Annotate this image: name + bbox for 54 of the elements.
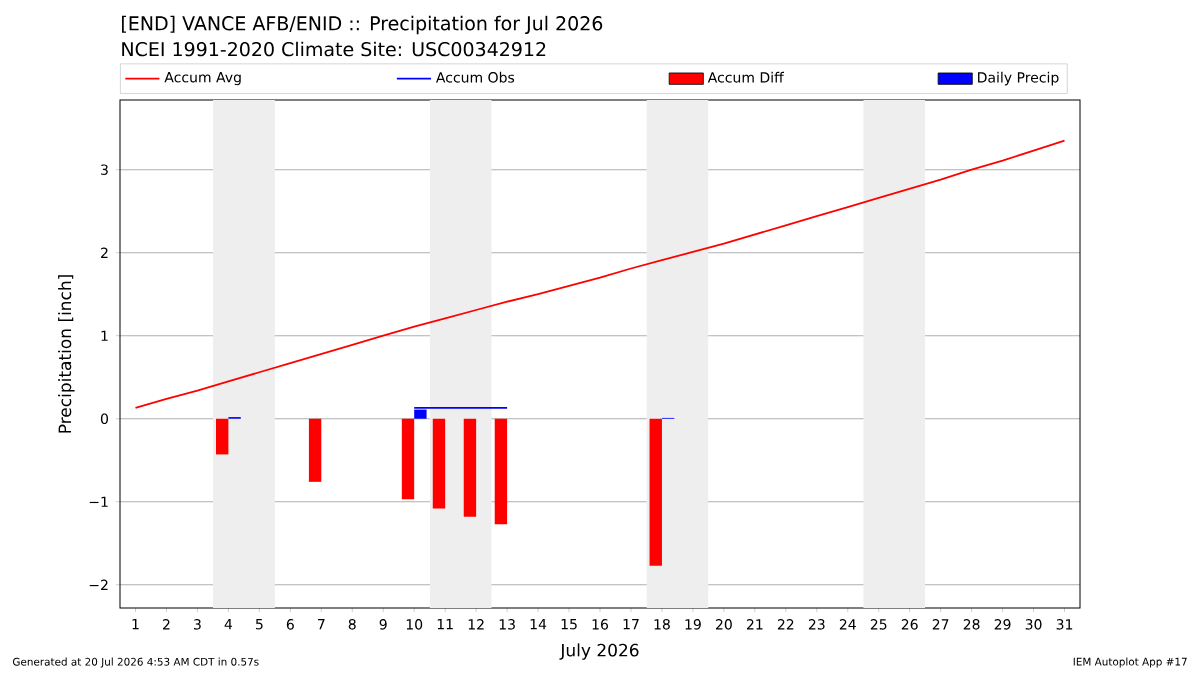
x-tick-label: 15 bbox=[561, 619, 577, 630]
x-tick-label: 29 bbox=[994, 619, 1011, 630]
x-tick-label: 20 bbox=[716, 619, 732, 630]
bar bbox=[432, 418, 446, 509]
text: Generated at 20 Jul 2026 4:53 AM CDT in 0.57s bbox=[13, 657, 259, 668]
y-tick-label: 2 bbox=[101, 247, 108, 258]
x-tick-label: 27 bbox=[932, 619, 949, 630]
x-tick-label: 31 bbox=[1056, 619, 1073, 630]
x-tick-label: 6 bbox=[286, 619, 294, 630]
bar bbox=[494, 418, 508, 525]
x-tick-label: 14 bbox=[530, 619, 547, 630]
x-tick-label: 30 bbox=[1025, 619, 1042, 630]
x-tick-label: 21 bbox=[746, 619, 763, 630]
x-tick-label: 12 bbox=[468, 619, 484, 630]
x-tick-label: 1 bbox=[132, 619, 139, 630]
x-tick-label: 24 bbox=[839, 619, 856, 630]
y-tick-label: 1 bbox=[101, 330, 108, 341]
x-tick-label: 16 bbox=[592, 619, 609, 630]
chart-subtitle: NCEI 1991-2020 Climate Site: USC00342912 bbox=[122, 41, 546, 57]
x-axis-title: July 2026 bbox=[559, 643, 639, 660]
y-tick-label: 3 bbox=[101, 164, 108, 175]
x-tick-label: 18 bbox=[654, 619, 670, 630]
bar bbox=[308, 418, 322, 482]
y-tick-label: −1 bbox=[89, 496, 108, 507]
x-tick-label: 26 bbox=[901, 619, 918, 630]
x-tick-label: 11 bbox=[437, 619, 453, 630]
legend-label: Accum Obs bbox=[436, 71, 515, 83]
x-tick-label: 25 bbox=[870, 619, 887, 630]
x-tick-label: 9 bbox=[379, 619, 387, 630]
x-tick-label: 2 bbox=[163, 619, 170, 630]
x-tick-label: 3 bbox=[194, 619, 201, 630]
legend-label: Accum Avg bbox=[164, 72, 241, 86]
x-tick-label: 5 bbox=[255, 619, 263, 630]
chart-title: [END] VANCE AFB/ENID :: Precipitation for Jul 2026 bbox=[122, 15, 603, 35]
bar bbox=[649, 418, 662, 566]
x-tick-label: 28 bbox=[963, 619, 980, 630]
legend-label: Daily Precip bbox=[978, 71, 1059, 86]
bar bbox=[401, 418, 415, 500]
x-tick-label: 13 bbox=[499, 619, 515, 630]
x-tick-label: 17 bbox=[623, 619, 639, 630]
legend-label: Accum Diff bbox=[707, 71, 784, 83]
bar bbox=[463, 418, 477, 517]
text: IEM Autoplot App #17 bbox=[1073, 657, 1187, 668]
y-axis-title: Precipitation [inch] bbox=[58, 275, 75, 433]
x-tick-label: 19 bbox=[685, 619, 701, 630]
x-tick-label: 23 bbox=[808, 619, 825, 630]
y-tick-label: −2 bbox=[89, 579, 108, 590]
x-tick-label: 4 bbox=[224, 619, 233, 630]
x-tick-label: 8 bbox=[348, 619, 356, 630]
x-tick-label: 7 bbox=[318, 619, 325, 630]
x-tick-label: 22 bbox=[777, 619, 794, 630]
x-tick-label: 10 bbox=[406, 619, 423, 630]
bar bbox=[216, 418, 229, 455]
y-tick-label: 0 bbox=[100, 413, 108, 425]
